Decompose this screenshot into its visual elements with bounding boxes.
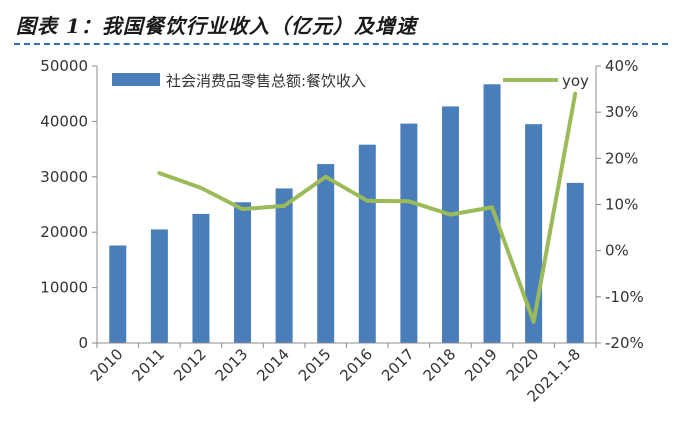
bar-2021.1-8 <box>566 182 584 343</box>
left-tick-label: 20000 <box>40 223 88 241</box>
bar-2019 <box>483 84 501 344</box>
title-divider <box>14 43 668 45</box>
x-tick-label: 2017 <box>378 345 418 385</box>
x-tick-label: 2013 <box>212 345 252 385</box>
bar-2011 <box>150 229 168 343</box>
bar-2010 <box>109 245 127 343</box>
right-tick-label: 0% <box>605 242 629 260</box>
bar-2014 <box>275 188 293 343</box>
axes: 0 10000 20000 30000 40000 50000 -20% -10% 0% 10% 2… <box>40 57 643 406</box>
legend-bar-swatch <box>112 73 160 86</box>
legend-bar-label: 社会消费品零售总额:餐饮收入 <box>166 72 366 90</box>
right-tick-label: -10% <box>605 288 644 306</box>
left-tick-label: 0 <box>78 334 88 352</box>
left-tick-label: 50000 <box>40 57 88 75</box>
x-tick-label: 2011 <box>128 345 168 385</box>
legend: 社会消费品零售总额:餐饮收入 yoy <box>112 72 589 90</box>
bar-2013 <box>234 202 252 343</box>
left-tick-label: 40000 <box>40 112 88 130</box>
right-tick-label: 10% <box>605 196 638 214</box>
bar-2015 <box>317 164 335 343</box>
right-tick-label: 20% <box>605 149 638 167</box>
yoy-line-group <box>157 91 578 324</box>
x-tick-label: 2019 <box>461 345 501 385</box>
x-tick-label: 2015 <box>295 345 335 385</box>
x-tick-label: 2018 <box>420 345 460 385</box>
right-tick-label: 30% <box>605 103 638 121</box>
figure-title: 图表 1：我国餐饮行业收入（亿元）及增速 <box>16 14 417 38</box>
bar-2016 <box>358 144 376 343</box>
legend-line-label: yoy <box>562 72 589 90</box>
right-tick-label: -20% <box>605 334 644 352</box>
x-tick-label: 2012 <box>170 345 210 385</box>
x-tick-label: 2016 <box>336 345 376 385</box>
left-tick-label: 30000 <box>40 168 88 186</box>
x-tick-label: 2010 <box>87 345 127 385</box>
bar-2017 <box>400 123 418 343</box>
x-tick-label: 2014 <box>253 345 293 385</box>
bar-2012 <box>192 213 210 343</box>
right-tick-label: 40% <box>605 57 638 75</box>
bar-2018 <box>441 106 459 343</box>
left-tick-label: 10000 <box>40 279 88 297</box>
bar-group <box>109 84 584 344</box>
